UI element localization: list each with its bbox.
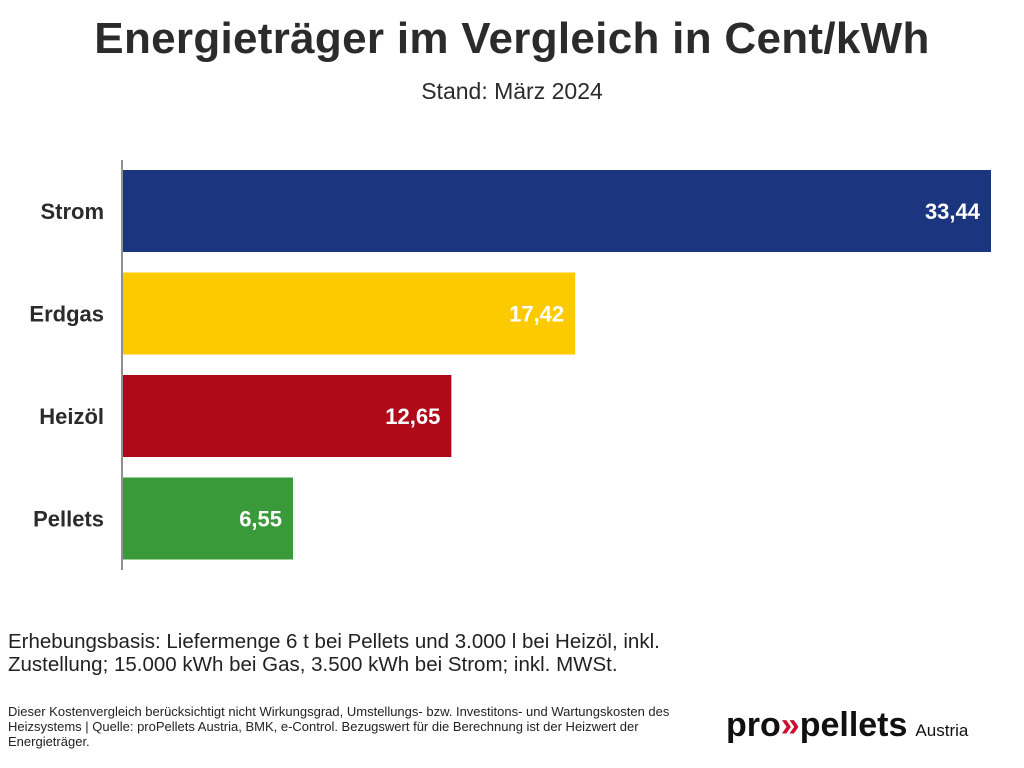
category-label-erdgas: Erdgas (29, 302, 104, 327)
footnote-main: Erhebungsbasis: Liefermenge 6 t bei Pell… (8, 630, 660, 676)
category-label-strom: Strom (40, 199, 104, 224)
footnote-small: Dieser Kostenvergleich berücksichtigt ni… (8, 704, 670, 749)
value-label-heizöl: 12,65 (385, 404, 440, 429)
logo-chevrons: » (780, 706, 800, 744)
logo-prefix: pro (726, 706, 781, 744)
logo-name: pellets (799, 706, 908, 744)
bar-strom (123, 170, 991, 252)
chart-subtitle: Stand: März 2024 (421, 78, 603, 104)
logo-country: Austria (915, 721, 969, 740)
value-label-strom: 33,44 (925, 199, 981, 224)
bar-chart: Strom 33,44 Erdgas 17,42 Heizöl 12,65 Pellets 6… (29, 160, 991, 570)
category-label-pellets: Pellets (33, 507, 104, 532)
category-label-heizöl: Heizöl (39, 404, 104, 429)
bar-pellets (123, 477, 294, 560)
bar-erdgas (123, 272, 576, 355)
propellets-logo: pro» pellets Austria (726, 706, 968, 745)
value-label-pellets: 6,55 (239, 507, 282, 532)
value-label-erdgas: 17,42 (509, 302, 564, 327)
chart-title: Energieträger im Vergleich in Cent/kWh (94, 14, 930, 63)
bar-heizöl (123, 375, 452, 457)
